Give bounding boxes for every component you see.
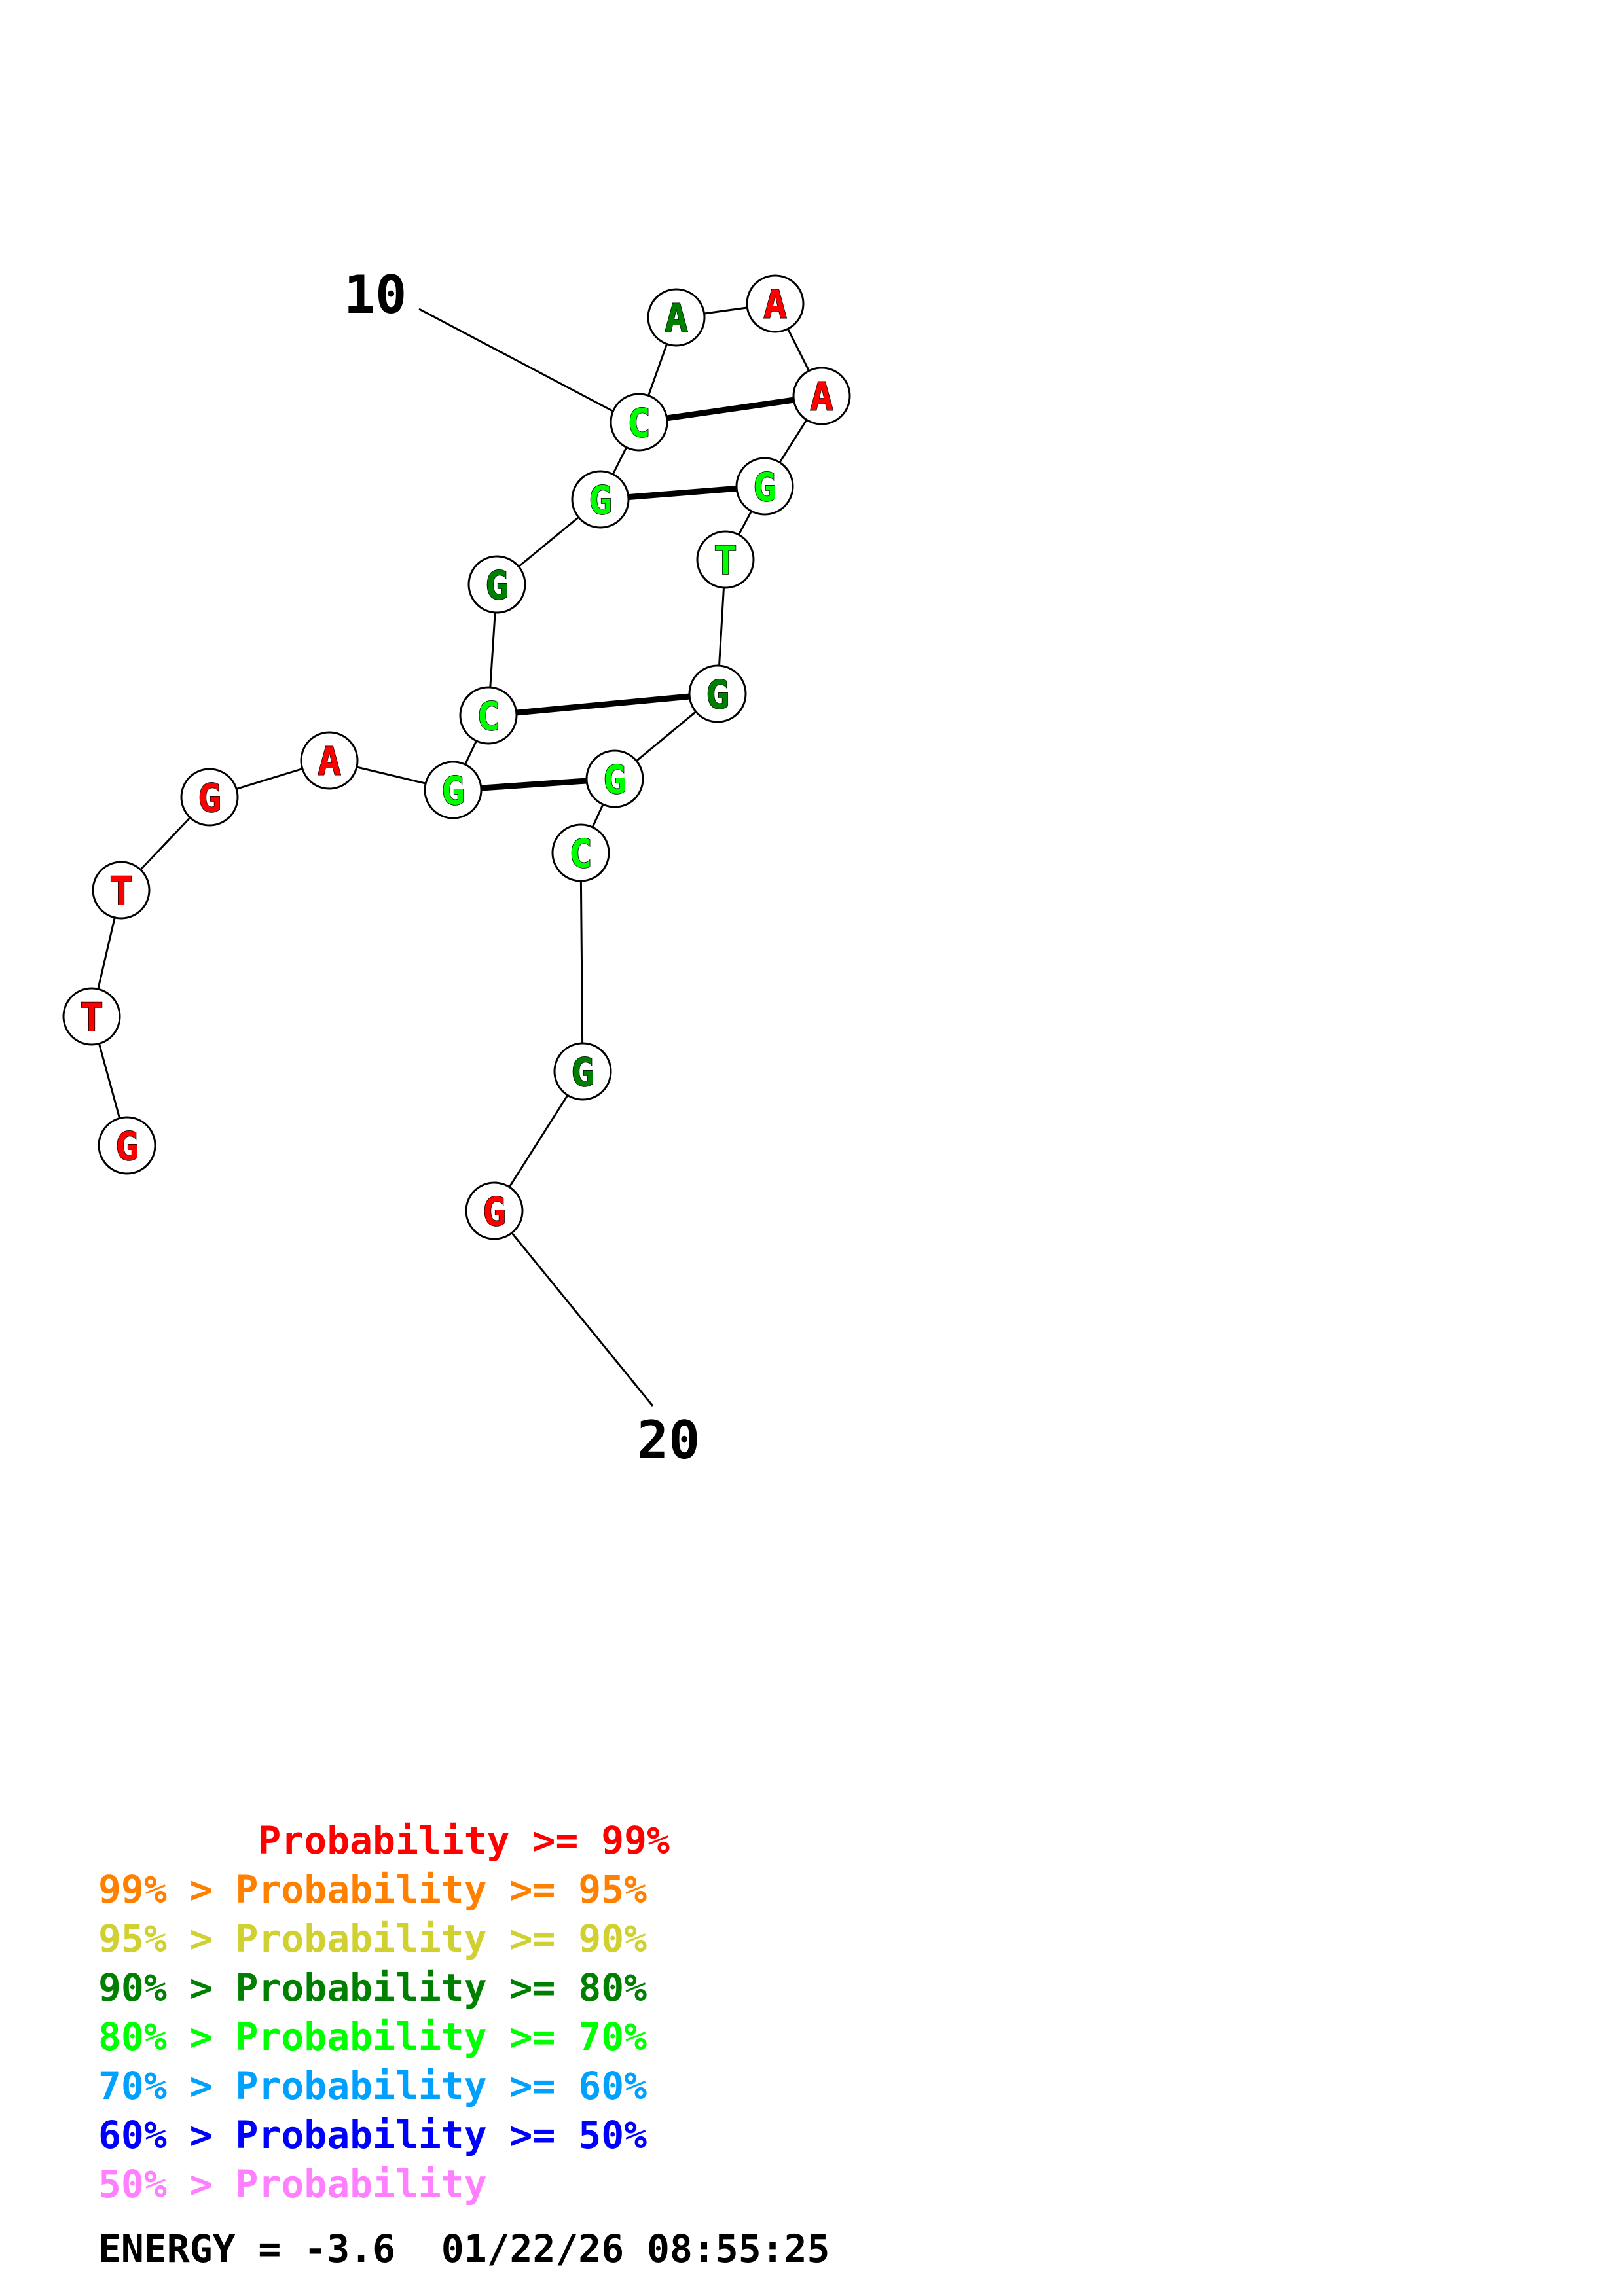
nucleotide: G: [467, 555, 526, 614]
legend-entry: 99% > Probability >= 95%: [98, 1867, 647, 1912]
nucleotide-base: G: [753, 465, 776, 511]
nucleotide-circle: [735, 457, 794, 516]
legend-entry: 90% > Probability >= 80%: [98, 1965, 647, 2010]
nucleotide-base: A: [318, 739, 341, 785]
nucleotide-circle: [553, 1042, 612, 1101]
nucleotide: A: [746, 274, 805, 333]
nucleotide: T: [92, 861, 151, 920]
nucleotide-circle: [647, 288, 706, 347]
nucleotide: G: [571, 470, 630, 529]
nucleotide-base: G: [589, 478, 612, 524]
nucleotide: G: [180, 768, 239, 827]
nucleotide: G: [735, 457, 794, 516]
nucleotide-circle: [92, 861, 151, 920]
base-pair-bond: [638, 393, 822, 425]
tick-10-line: [418, 308, 634, 423]
nucleotide-circle: [571, 470, 630, 529]
backbone-segment: [579, 852, 584, 1072]
nucleotide: T: [696, 530, 755, 589]
nucleotide: G: [424, 761, 483, 819]
nucleotide-circle: [465, 1181, 524, 1240]
nucleotide-circle: [62, 987, 121, 1046]
nucleotide: G: [98, 1116, 156, 1175]
nucleotide-circle: [585, 749, 644, 808]
nucleotide: C: [551, 823, 610, 882]
nucleotide-base: G: [485, 563, 509, 609]
nucleotide-base: G: [115, 1124, 139, 1170]
backbone: [90, 302, 823, 1211]
nucleotide: G: [553, 1042, 612, 1101]
nucleotide-base: T: [714, 538, 737, 584]
nucleotide: G: [585, 749, 644, 808]
nucleotide-circle: [688, 664, 747, 723]
energy-footer: ENERGY = -3.6 01/22/26 08:55:25: [98, 2227, 830, 2271]
nucleotide-circle: [459, 686, 518, 745]
position-ticks: [418, 308, 654, 1407]
nucleotide: A: [647, 288, 706, 347]
nucleotide-circle: [696, 530, 755, 589]
base-pair-bond: [488, 691, 718, 719]
legend-entry: 50% > Probability: [98, 2162, 487, 2206]
nucleotide-base: G: [483, 1189, 506, 1235]
nucleotide-base: A: [810, 374, 833, 420]
tick-20-line: [496, 1215, 654, 1407]
nucleotide-circle: [792, 367, 851, 425]
nucleotide-circle: [180, 768, 239, 827]
nucleotide-base: G: [603, 757, 627, 803]
nucleotide: G: [465, 1181, 524, 1240]
nucleotide: C: [459, 686, 518, 745]
nucleotide-base: T: [109, 869, 133, 914]
nucleotide-base: C: [627, 401, 651, 446]
legend-entry: 95% > Probability >= 90%: [98, 1916, 647, 1961]
nucleotide-circle: [746, 274, 805, 333]
position-label-10: 10: [344, 264, 407, 325]
nucleotide-base: C: [569, 831, 593, 877]
nucleotide-circle: [610, 393, 668, 452]
nucleotide-base: G: [441, 768, 465, 814]
nucleotide-circle: [424, 761, 483, 819]
nucleotide-circle: [551, 823, 610, 882]
probability-legend: Probability >= 99% 99% > Probability >= 9…: [98, 1816, 670, 2209]
legend-entry: Probability >= 99%: [98, 1818, 670, 1863]
nucleotide-circle: [98, 1116, 156, 1175]
nucleotide: A: [792, 367, 851, 425]
nucleotide-base: G: [706, 672, 729, 718]
nucleotide: C: [610, 393, 668, 452]
nucleotide: T: [62, 987, 121, 1046]
nucleotide-base: G: [198, 776, 221, 821]
position-label-20: 20: [637, 1410, 700, 1471]
nucleotide-base: A: [763, 282, 787, 328]
nucleotide-circle: [300, 731, 359, 790]
nucleotide: A: [300, 731, 359, 790]
legend-entry: 60% > Probability >= 50%: [98, 2113, 647, 2157]
nucleotide: G: [688, 664, 747, 723]
nucleotide-base: T: [80, 995, 103, 1041]
legend-entry: 80% > Probability >= 70%: [98, 2015, 647, 2059]
nucleotide-circle: [467, 555, 526, 614]
nucleotide-base: G: [571, 1050, 594, 1096]
legend-entry: 70% > Probability >= 60%: [98, 2064, 647, 2108]
nucleotide-base: A: [665, 296, 688, 342]
nucleotide-base: C: [477, 694, 500, 740]
